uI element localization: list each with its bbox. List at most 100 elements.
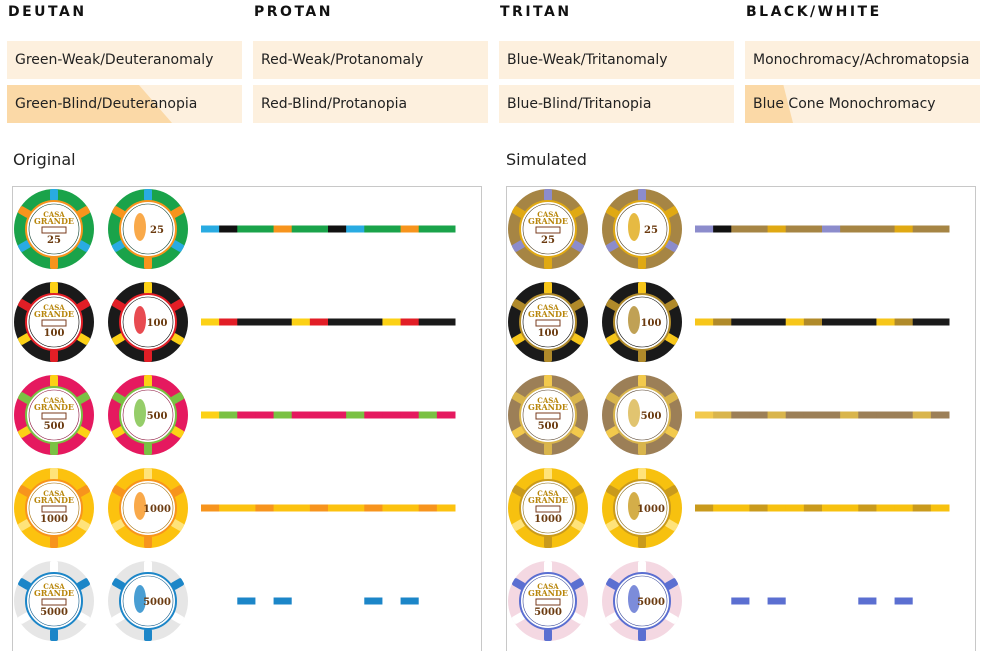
chip-edge-spot (638, 629, 646, 641)
chip-motif-icon (628, 585, 640, 613)
chip-inlay-ring (122, 203, 174, 255)
stripe-segment (894, 597, 914, 605)
stripe-segment (767, 411, 787, 419)
chip-building-icon (41, 319, 67, 327)
stripe-segment (400, 504, 420, 512)
chip-logo-line-1: CASA (43, 582, 65, 591)
chip-edge-spot (18, 612, 32, 624)
chip-building-icon (535, 412, 561, 420)
chip-stripe-5000 (695, 597, 950, 605)
option-red-weak[interactable]: Red-Weak/Protanomaly (253, 41, 488, 79)
chip-edge-spot (664, 485, 678, 497)
chip-logo-line-2: GRANDE (34, 588, 74, 598)
chip-edge-spot (544, 350, 552, 362)
chip-edge-spot (170, 578, 184, 590)
option-label: Blue Cone Monochromacy (753, 96, 936, 112)
option-monochromacy[interactable]: Monochromacy/Achromatopsia (745, 41, 980, 79)
chip-logo-line-1: CASA (43, 396, 65, 405)
chip-logo-line-2: GRANDE (528, 216, 568, 226)
chip-inlay-ring (28, 203, 80, 255)
stripe-segment (894, 504, 914, 512)
option-green-blind[interactable]: Green-Blind/Deuteranopia (7, 85, 242, 123)
stripe-segment (858, 225, 877, 233)
chip-edge-spot (570, 612, 584, 624)
option-green-weak[interactable]: Green-Weak/Deuteranomaly (7, 41, 242, 79)
stripe-segment (876, 504, 896, 512)
chip-edge-spot (664, 392, 678, 404)
stripe-segment (767, 597, 787, 605)
chip-edge-spot (512, 426, 526, 438)
chip-inlay (119, 479, 177, 537)
stripe-segment (418, 318, 438, 326)
chip-edge-spot (638, 443, 646, 455)
stripe-segment (328, 411, 347, 419)
stripe-segment (201, 597, 220, 605)
stripe-segment (382, 504, 402, 512)
chip-denomination: 500 (44, 421, 65, 432)
chip-motif-icon (628, 306, 640, 334)
stripe-segment (418, 597, 438, 605)
chip-inlay-ring (522, 203, 574, 255)
stripe-segment (255, 504, 275, 512)
stripe-segment (731, 597, 750, 605)
stripe-segment (328, 318, 347, 326)
chip-edge-spot (664, 299, 678, 311)
chip-edge-spot (512, 519, 526, 531)
chip-edge-spot (664, 578, 678, 590)
stripe-segment (436, 318, 456, 326)
chip-edge-spot (144, 189, 152, 201)
stripe-segment (785, 504, 805, 512)
stripe-segment (930, 597, 950, 605)
chip-edge-spot (18, 578, 32, 590)
chip-logo-line-2: GRANDE (528, 402, 568, 412)
chip-edge-spot (544, 375, 552, 387)
option-red-blind[interactable]: Red-Blind/Protanopia (253, 85, 488, 123)
option-blue-blind[interactable]: Blue-Blind/Tritanopia (499, 85, 734, 123)
chip-edge-spot (638, 536, 646, 548)
option-blue-weak[interactable]: Blue-Weak/Tritanomaly (499, 41, 734, 79)
chip-edge-spot (144, 350, 152, 362)
chip-inlay (119, 572, 177, 630)
chip-denomination: 500 (538, 421, 559, 432)
stripe-segment (273, 504, 293, 512)
chip-edge-spot (50, 189, 58, 201)
stripe-segment (713, 225, 732, 233)
option-blue-cone-monochromacy[interactable]: Blue Cone Monochromacy (745, 85, 980, 123)
chip-inlay (119, 293, 177, 351)
chip-logo-line-1: CASA (43, 303, 65, 312)
chip-back-100: 100 (108, 282, 188, 362)
chip-edge-spot (18, 426, 32, 438)
chip-building-icon (41, 412, 67, 420)
stripe-segment (346, 318, 365, 326)
chip-edge-spot (76, 392, 90, 404)
stripe-segment (309, 411, 329, 419)
chip-edge-spot (76, 485, 90, 497)
stripe-segment (364, 318, 383, 326)
stripe-segment (749, 318, 769, 326)
chip-stripe-1000 (201, 504, 456, 512)
chip-edge-spot (606, 240, 620, 252)
chip-edge-spot (18, 392, 32, 404)
stripe-segment (713, 411, 732, 419)
chip-logo-line-2: GRANDE (528, 495, 568, 505)
chip-denomination: 1000 (637, 504, 665, 515)
chip-building-icon (535, 226, 561, 234)
stripe-segment (912, 411, 932, 419)
chip-edge-spot (606, 485, 620, 497)
chip-edge-spot (144, 282, 152, 294)
chip-edge-spot (570, 578, 584, 590)
stripe-segment (400, 318, 420, 326)
chip-edge-spot (18, 519, 32, 531)
stripe-segment (219, 411, 238, 419)
chip-denomination: 100 (538, 328, 559, 339)
chip-denomination: 100 (641, 318, 662, 329)
original-chips-canvas: CASAGRANDE2525CASAGRANDE100100CASAGRANDE… (14, 189, 456, 641)
chip-back-1000: 1000 (602, 468, 682, 548)
chip-edge-spot (144, 375, 152, 387)
stripe-segment (364, 597, 383, 605)
stripe-segment (273, 318, 293, 326)
stripe-segment (858, 504, 877, 512)
